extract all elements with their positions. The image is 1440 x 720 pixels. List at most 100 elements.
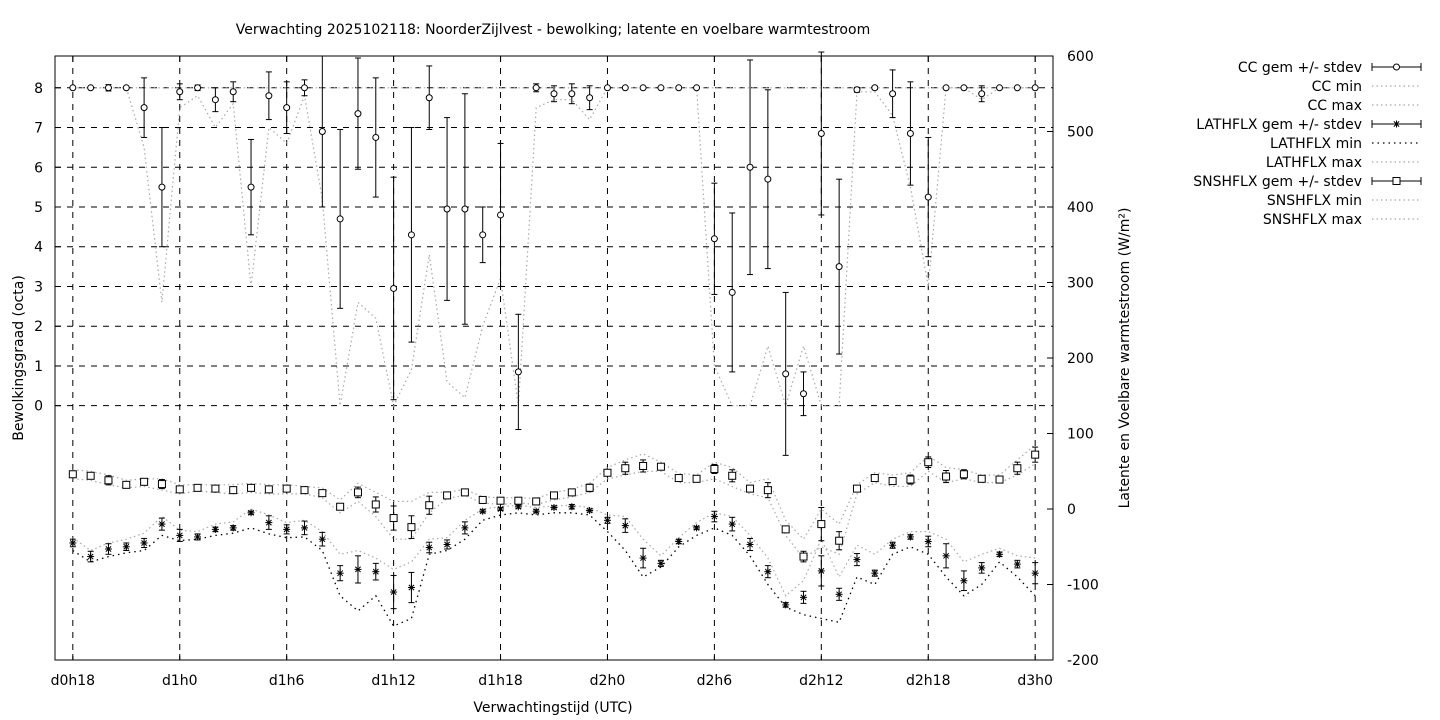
y-tick-label-left: 1 (34, 359, 43, 375)
lathflx-point (603, 516, 611, 524)
y-axis-label-left: Bewolkingsgraad (octa) (11, 275, 27, 441)
star-stroke (533, 508, 540, 515)
star-stroke (141, 539, 148, 546)
cc-point (871, 84, 879, 92)
snshflx-point (532, 497, 541, 506)
snshflx-point (282, 484, 291, 493)
lathflx-point (407, 584, 415, 592)
lathflx-point (390, 588, 398, 596)
y-tick-label-right: 400 (1067, 200, 1094, 216)
star-stroke (871, 570, 878, 577)
lathflx-point (1013, 560, 1021, 568)
cc-point (69, 84, 77, 92)
cc-point (229, 88, 237, 96)
y-tick-label-left: 8 (34, 81, 43, 97)
star-stroke (461, 524, 468, 531)
snshflx-point (496, 496, 505, 505)
star-stroke (301, 524, 308, 531)
lathflx-point (710, 513, 718, 521)
lathflx-point (693, 524, 701, 532)
lathflx-point (835, 590, 843, 598)
lathflx-point (425, 544, 433, 552)
star-stroke (1032, 570, 1039, 577)
cc-point (621, 84, 629, 92)
legend-label: CC max (1307, 98, 1362, 114)
cc-point (336, 215, 344, 223)
cc-point (675, 84, 683, 92)
lathflx-point (924, 537, 932, 545)
cc-point (710, 235, 718, 243)
cc-point (479, 231, 487, 239)
lathflx-min-line (72, 512, 1036, 627)
lathflx-point (247, 509, 255, 517)
star-stroke (265, 519, 272, 526)
cc-point (942, 84, 950, 92)
snshflx-point (763, 486, 772, 495)
cc-point (425, 94, 433, 102)
lathflx-point (301, 524, 308, 532)
star-stroke (960, 577, 967, 584)
cc-point (906, 129, 914, 137)
x-tick-label: d1h12 (371, 673, 415, 689)
star-stroke (729, 521, 736, 528)
y-tick-label-right: 500 (1067, 125, 1094, 141)
lathflx-point (1031, 569, 1039, 577)
x-tick-label: d1h0 (162, 673, 198, 689)
cc-point (122, 84, 130, 92)
lathflx-point (211, 525, 219, 533)
snshflx-point (389, 514, 398, 523)
star-stroke (604, 517, 611, 524)
snshflx-point (371, 500, 380, 509)
cc-point (318, 128, 326, 135)
snshflx-point (995, 475, 1004, 484)
star-stroke (800, 594, 807, 601)
cc-point (354, 110, 362, 118)
star-stroke (693, 524, 700, 531)
cc-point (283, 104, 291, 112)
x-tick-label: d2h12 (799, 673, 843, 689)
cc-point (211, 96, 219, 104)
cc-point (443, 205, 451, 213)
cc-point (247, 183, 255, 191)
star-stroke (622, 522, 629, 529)
star-stroke (515, 503, 522, 510)
lathflx-point (479, 507, 487, 515)
lathflx-point (621, 522, 629, 530)
legend-label: SNSHFLX gem +/- stdev (1193, 174, 1362, 190)
star-stroke (711, 513, 718, 520)
snshflx-point (300, 486, 309, 495)
cc-point (960, 84, 968, 92)
lathflx-point (265, 519, 273, 527)
legend-marker (1393, 120, 1400, 128)
x-tick-label: d1h6 (269, 673, 305, 689)
star-stroke (925, 538, 932, 545)
cc-point (532, 84, 540, 92)
lathflx-point (443, 540, 451, 548)
cc-point (782, 370, 790, 378)
lathflx-point (764, 568, 772, 576)
snshflx-point (122, 480, 131, 489)
snshflx-point (585, 483, 594, 492)
snshflx-point (1013, 464, 1022, 473)
y-tick-label-right: 300 (1067, 276, 1094, 292)
y-tick-label-left: 4 (34, 240, 43, 256)
snshflx-point (104, 476, 113, 485)
y-tick-label-right: 0 (1067, 502, 1076, 518)
star-stroke (408, 584, 415, 591)
cc-point (728, 288, 736, 296)
star-stroke (87, 553, 94, 560)
snshflx-point (229, 486, 238, 495)
grid (55, 56, 1053, 660)
star-stroke (105, 546, 112, 552)
snshflx-point (674, 474, 683, 483)
cc-point (746, 163, 754, 171)
star-stroke (551, 504, 557, 511)
cc-point (996, 84, 1004, 92)
lathflx-point (69, 539, 77, 547)
snshflx-point (407, 523, 416, 532)
y-tick-label-left: 2 (34, 319, 43, 335)
star-stroke (283, 526, 290, 533)
snshflx-point (157, 480, 166, 489)
snshflx-point (781, 525, 790, 534)
cc-point (1013, 84, 1021, 92)
